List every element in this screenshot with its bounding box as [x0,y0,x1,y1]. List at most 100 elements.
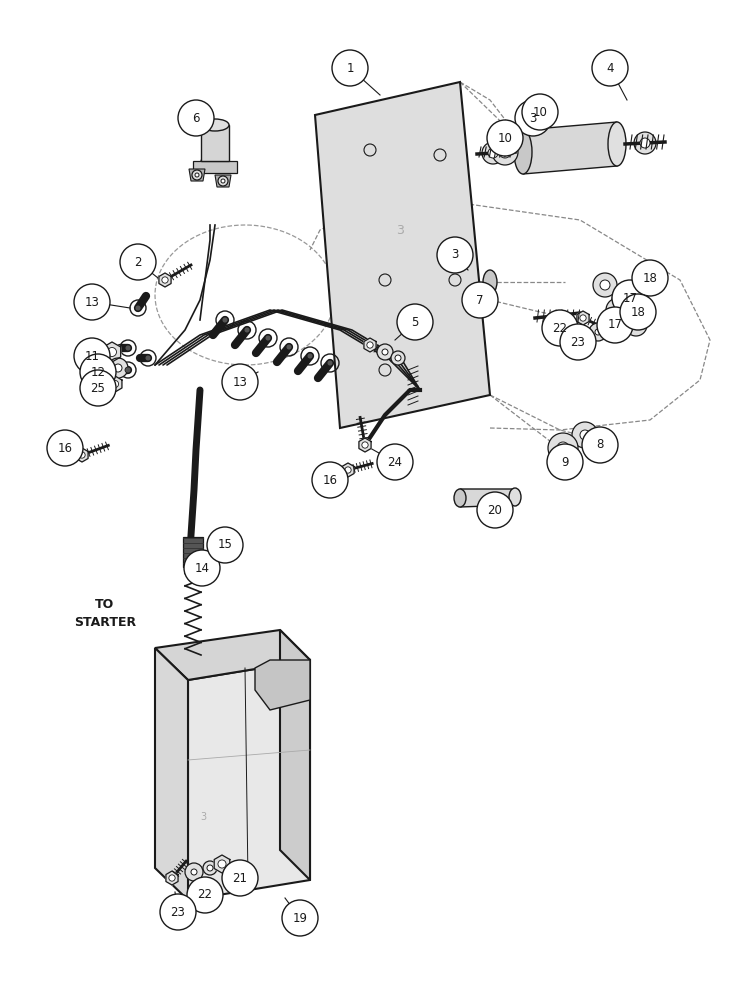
Circle shape [477,492,513,528]
Circle shape [120,244,156,280]
Circle shape [612,280,648,316]
Circle shape [397,304,433,340]
Circle shape [111,380,119,388]
Circle shape [634,132,656,154]
Circle shape [221,179,225,183]
Circle shape [80,370,116,406]
Text: 20: 20 [488,504,503,516]
Text: 4: 4 [606,62,614,75]
Polygon shape [215,175,231,187]
Polygon shape [359,438,371,452]
Circle shape [625,314,647,336]
Text: 16: 16 [322,474,337,487]
Text: 12: 12 [91,365,105,378]
Polygon shape [193,161,237,173]
Circle shape [207,527,243,563]
Circle shape [560,324,596,360]
Circle shape [265,335,271,341]
Text: STARTER: STARTER [74,615,136,629]
Circle shape [244,327,250,333]
Circle shape [282,900,318,936]
Text: 24: 24 [387,456,402,468]
Circle shape [593,273,617,297]
Polygon shape [460,489,515,507]
Polygon shape [201,125,229,161]
Circle shape [482,142,504,164]
Polygon shape [364,338,376,352]
Circle shape [632,260,668,296]
Polygon shape [76,448,88,462]
Circle shape [125,345,131,351]
Polygon shape [188,660,310,900]
Text: 23: 23 [171,906,186,918]
Circle shape [135,305,141,311]
Text: 13: 13 [85,296,99,308]
Circle shape [395,355,401,361]
Circle shape [548,433,578,463]
Circle shape [542,310,578,346]
Circle shape [492,139,518,165]
Circle shape [437,237,473,273]
Text: 1: 1 [346,62,354,75]
Circle shape [286,344,292,350]
Text: 16: 16 [58,442,73,454]
Circle shape [169,875,175,881]
Text: TO: TO [96,598,114,611]
Circle shape [377,444,413,480]
Text: 2: 2 [134,255,142,268]
Text: 14: 14 [194,562,209,574]
Polygon shape [155,630,310,680]
Circle shape [547,444,583,480]
Text: 8: 8 [596,438,604,452]
Circle shape [79,452,85,458]
Circle shape [499,146,511,158]
Circle shape [178,100,214,136]
Text: 3: 3 [530,111,536,124]
Circle shape [391,351,405,365]
Circle shape [312,462,348,498]
Text: 22: 22 [197,888,212,902]
Polygon shape [523,122,617,174]
Circle shape [597,307,633,343]
Ellipse shape [201,119,229,131]
Text: 17: 17 [607,318,622,332]
Circle shape [74,338,110,374]
Text: 3: 3 [200,812,206,822]
Circle shape [108,348,117,357]
Polygon shape [166,871,178,885]
Polygon shape [342,463,354,477]
Circle shape [187,877,223,913]
Polygon shape [155,648,188,900]
Circle shape [377,344,393,360]
Circle shape [218,176,228,186]
Circle shape [184,550,220,586]
Circle shape [595,329,601,335]
Circle shape [203,861,217,875]
Text: 9: 9 [561,456,568,468]
Circle shape [145,355,151,361]
Circle shape [580,430,590,440]
Polygon shape [103,342,120,362]
Circle shape [612,289,634,311]
Ellipse shape [514,130,532,174]
Circle shape [192,170,202,180]
Text: 10: 10 [533,105,548,118]
Text: 7: 7 [476,294,484,306]
Ellipse shape [509,488,521,506]
Circle shape [307,353,313,359]
Circle shape [592,50,628,86]
Circle shape [47,430,83,466]
Text: 13: 13 [233,375,248,388]
Text: 18: 18 [631,306,646,318]
Circle shape [582,427,618,463]
Circle shape [74,284,110,320]
Circle shape [640,138,650,148]
Circle shape [600,280,610,290]
Circle shape [572,422,598,448]
Circle shape [613,305,623,315]
Circle shape [125,367,131,373]
Circle shape [462,282,498,318]
Circle shape [191,869,197,875]
Circle shape [222,860,258,896]
Ellipse shape [608,122,626,166]
